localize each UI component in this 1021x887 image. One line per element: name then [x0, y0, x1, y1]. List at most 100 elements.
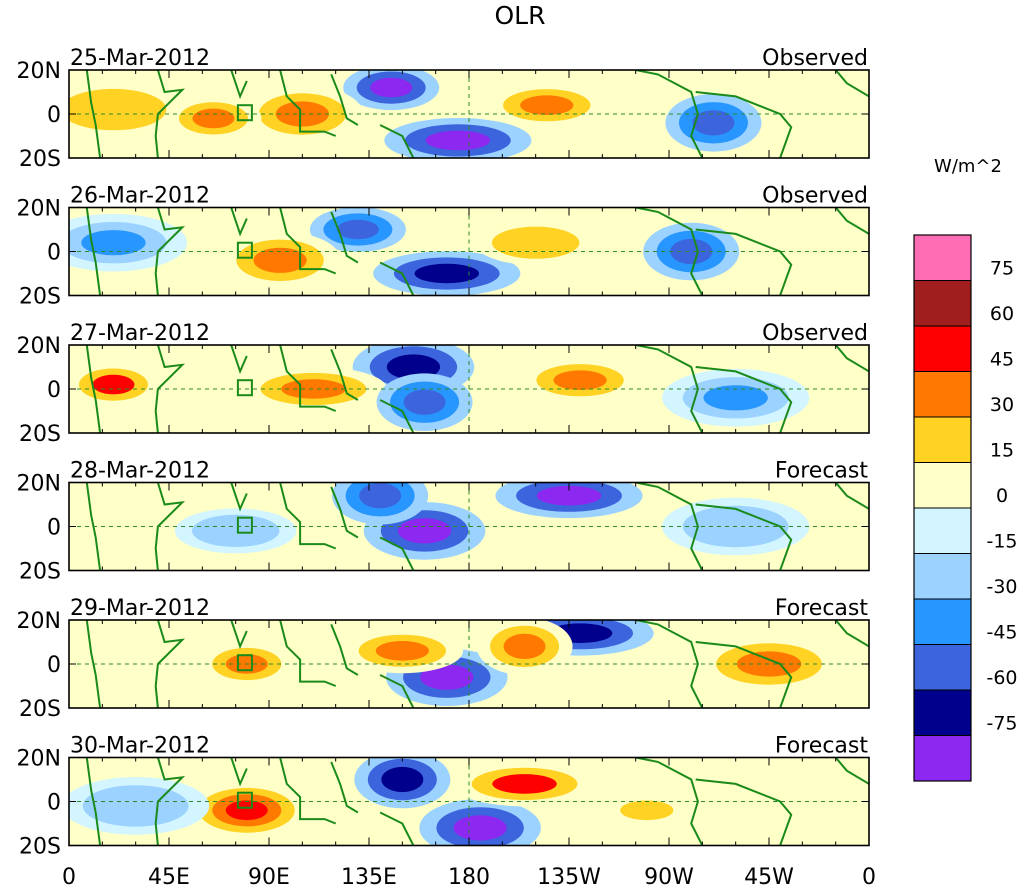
colorbar-label: -45 [986, 622, 1017, 644]
anomaly-contour [81, 97, 146, 123]
y-tick-label: 20N [17, 59, 61, 84]
coastline [330, 349, 359, 401]
colorbar-swatch [913, 735, 972, 782]
coastline [230, 70, 248, 100]
y-tick-label: 0 [47, 516, 61, 541]
coastline [330, 486, 359, 539]
colorbar-swatch [913, 553, 972, 600]
coastline [279, 620, 337, 687]
coastlines [85, 70, 869, 158]
colorbar-label: -75 [986, 713, 1017, 735]
panel-date: 28-Mar-2012 [70, 459, 210, 484]
region-box [236, 516, 253, 534]
y-tick-label: 20S [19, 697, 61, 722]
coastline [279, 207, 337, 275]
y-tick-label: 20N [17, 334, 61, 359]
coastline [379, 124, 415, 158]
colorbar-swatch [913, 280, 972, 327]
coastline [379, 811, 415, 846]
panel-status: Forecast [775, 596, 868, 621]
anomaly-contour [281, 379, 346, 399]
colorbar-units: W/m^2 [934, 156, 1002, 177]
anomaly-contour [553, 370, 607, 391]
anomaly-contour [370, 77, 413, 98]
coastline [154, 620, 186, 708]
coastlines [85, 482, 869, 571]
anomaly-field [174, 482, 810, 560]
anomaly-field [69, 345, 810, 432]
panel-date: 30-Mar-2012 [70, 734, 210, 759]
coastline [379, 261, 415, 296]
panel-2: 20N 0 20S 26-Mar-2012 Observed [17, 184, 870, 310]
anomaly-field [69, 757, 708, 846]
anomaly-contour [103, 793, 168, 819]
coastline [635, 345, 704, 433]
anomaly-contour [92, 374, 135, 395]
panel-1: 20N 0 20S 25-Mar-2012 Observed [17, 46, 870, 172]
panel-status: Forecast [775, 734, 868, 759]
anomaly-contour [536, 485, 602, 506]
region-box [236, 104, 253, 122]
chart-title: OLR [495, 1, 546, 30]
anomaly-contour [375, 641, 429, 661]
coastline [330, 74, 359, 126]
anomaly-contour [425, 130, 491, 151]
panel-status: Forecast [775, 459, 868, 484]
anomaly-contour [225, 800, 268, 821]
coastline [695, 503, 793, 571]
panel-date: 25-Mar-2012 [70, 46, 210, 71]
coastline [695, 91, 793, 158]
colorbar-label: 60 [990, 303, 1014, 325]
y-tick-label: 20S [19, 560, 61, 585]
x-tick-label: 135W [537, 865, 601, 887]
anomaly-contour [253, 247, 307, 273]
x-tick-label: 0 [62, 865, 76, 887]
coastlines [85, 345, 869, 433]
coastline [154, 482, 186, 571]
anomaly-contour [670, 238, 713, 265]
anomaly-contour [381, 766, 424, 793]
anomaly-contour [336, 219, 379, 240]
coastline [834, 757, 869, 785]
coastline [635, 482, 704, 571]
panel-date: 27-Mar-2012 [70, 321, 210, 346]
colorbar-label: 45 [990, 349, 1014, 371]
coastline [279, 757, 337, 825]
x-tick-label: 90W [644, 865, 694, 887]
x-tick-label: 90E [248, 865, 290, 887]
coastline [695, 366, 793, 433]
panel-status: Observed [762, 46, 868, 71]
anomaly-contour [503, 633, 546, 660]
coastline [154, 757, 186, 846]
panel-5: 20N 0 20S 29-Mar-2012 Forecast [17, 596, 870, 722]
colorbar-swatch [913, 234, 972, 281]
anomaly-contour [81, 230, 146, 256]
panels-group: 20N 0 20S 25-Mar-2012 Observed 20N 0 20S 26-Mar-… [17, 46, 870, 860]
coastline [695, 641, 793, 708]
colorbar-label: 75 [990, 258, 1014, 280]
anomaly-field [69, 70, 762, 158]
colorbar-swatch [913, 507, 972, 554]
colorbar-swatch [913, 462, 972, 509]
region-box [236, 241, 253, 259]
coastline [635, 620, 704, 708]
colorbar-swatch [913, 416, 972, 463]
coastline [154, 345, 186, 433]
anomaly-contour [420, 664, 474, 690]
colorbar-label: 15 [990, 440, 1014, 462]
panel-status: Observed [762, 321, 868, 346]
anomaly-contour [492, 774, 557, 794]
coastline [379, 674, 415, 708]
coastline [279, 70, 337, 137]
x-tick-label: 45W [744, 865, 794, 887]
coastline [635, 70, 704, 158]
coastline [230, 207, 248, 237]
colorbar-swatch [913, 689, 972, 736]
region-box [236, 654, 253, 672]
y-tick-label: 0 [47, 103, 61, 128]
coastline [635, 207, 704, 296]
y-tick-label: 20S [19, 285, 61, 310]
coastline [695, 778, 793, 846]
colorbar-label: 0 [996, 485, 1008, 507]
